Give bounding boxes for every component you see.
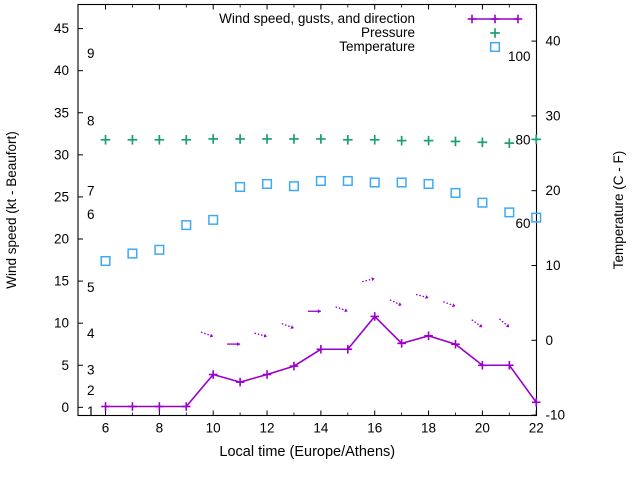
svg-text:20: 20 [54, 232, 69, 247]
svg-text:40: 40 [54, 63, 69, 78]
svg-text:0: 0 [546, 333, 554, 348]
svg-text:Local time (Europe/Athens): Local time (Europe/Athens) [219, 444, 395, 460]
svg-text:18: 18 [421, 421, 436, 436]
svg-text:100: 100 [508, 49, 531, 64]
svg-text:8: 8 [87, 114, 95, 129]
svg-text:15: 15 [54, 274, 69, 289]
svg-text:7: 7 [87, 184, 95, 199]
svg-text:10: 10 [54, 316, 69, 331]
svg-text:3: 3 [87, 363, 95, 378]
svg-text:16: 16 [367, 421, 382, 436]
svg-text:30: 30 [54, 147, 69, 162]
svg-text:25: 25 [54, 189, 69, 204]
svg-text:Wind speed (kt - Beaufort): Wind speed (kt - Beaufort) [4, 131, 19, 289]
svg-text:20: 20 [546, 183, 561, 198]
svg-text:1: 1 [87, 404, 95, 419]
svg-text:6: 6 [87, 207, 95, 222]
svg-text:2: 2 [87, 383, 95, 398]
svg-text:Temperature (C - F): Temperature (C - F) [611, 151, 626, 270]
svg-text:Pressure: Pressure [361, 25, 415, 40]
svg-text:12: 12 [260, 421, 275, 436]
svg-text:Wind speed, gusts, and directi: Wind speed, gusts, and direction [219, 11, 415, 26]
svg-text:80: 80 [515, 132, 530, 147]
svg-text:5: 5 [87, 280, 95, 295]
svg-text:4: 4 [87, 326, 95, 341]
svg-text:10: 10 [546, 258, 561, 273]
svg-text:60: 60 [515, 216, 530, 231]
svg-text:22: 22 [529, 421, 544, 436]
svg-text:35: 35 [54, 105, 69, 120]
svg-text:10: 10 [206, 421, 221, 436]
svg-text:30: 30 [546, 108, 561, 123]
svg-text:9: 9 [87, 46, 95, 61]
svg-text:45: 45 [54, 21, 69, 36]
svg-text:8: 8 [156, 421, 164, 436]
svg-text:40: 40 [546, 34, 561, 49]
svg-text:6: 6 [102, 421, 110, 436]
svg-text:Temperature: Temperature [339, 39, 415, 54]
svg-text:5: 5 [61, 358, 69, 373]
svg-text:-10: -10 [546, 408, 566, 423]
svg-text:0: 0 [61, 400, 69, 415]
svg-text:14: 14 [313, 421, 329, 436]
svg-text:20: 20 [475, 421, 490, 436]
